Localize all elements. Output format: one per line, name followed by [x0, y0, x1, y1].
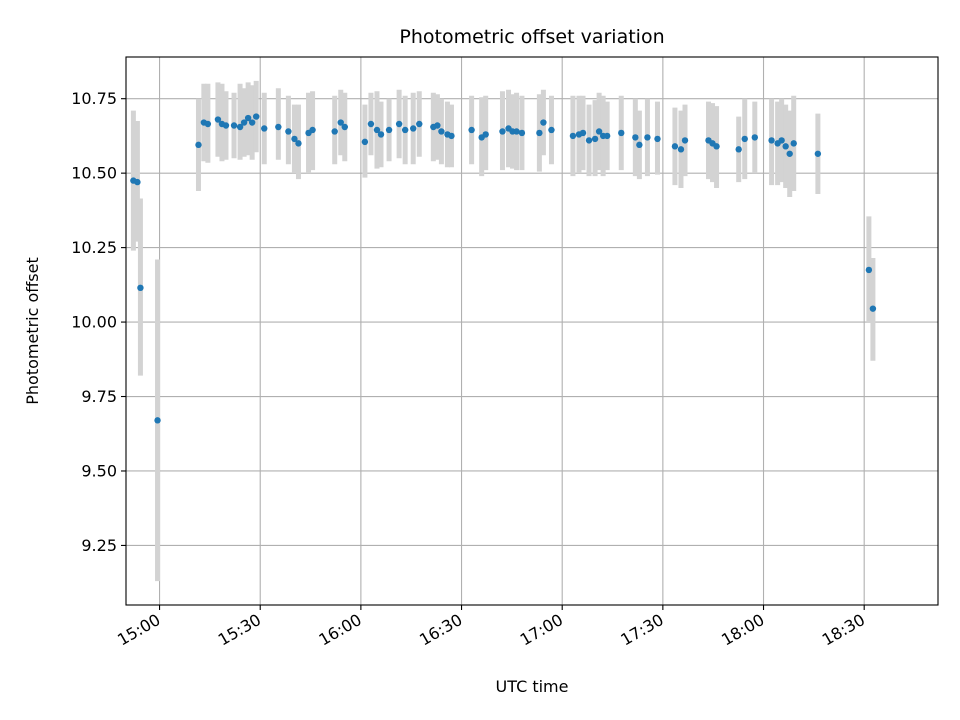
data-point: [395, 120, 403, 128]
data-point: [230, 122, 238, 129]
data-point: [595, 128, 603, 135]
data-point: [275, 123, 282, 131]
chart-title: Photometric offset variation: [399, 26, 664, 48]
data-point: [214, 116, 222, 123]
data-point: [448, 132, 455, 140]
data-point: [681, 137, 689, 144]
x-axis-label: UTC time: [496, 677, 569, 696]
data-point: [195, 141, 202, 149]
y-tick-label: 9.75: [81, 387, 117, 406]
data-point: [713, 143, 720, 150]
data-point: [671, 143, 679, 150]
data-point: [438, 128, 445, 135]
data-point: [735, 146, 742, 153]
data-point: [869, 305, 877, 312]
data-point: [569, 132, 577, 140]
data-point: [814, 150, 822, 157]
data-point: [591, 135, 599, 143]
data-point: [285, 128, 292, 135]
data-point: [134, 178, 141, 186]
y-tick-label: 10.75: [71, 89, 117, 108]
data-point: [751, 134, 758, 141]
y-tick-label: 10.50: [71, 164, 117, 183]
data-point: [677, 146, 685, 153]
plot-frame: [125, 56, 939, 606]
data-point: [222, 122, 230, 129]
data-point: [468, 126, 475, 134]
data-point: [373, 126, 381, 134]
data-point: [585, 137, 593, 144]
data-point: [240, 119, 248, 126]
data-point: [385, 126, 393, 134]
data-point: [331, 128, 338, 135]
data-point: [790, 140, 797, 147]
data-point: [865, 266, 873, 274]
data-point: [741, 135, 748, 143]
data-point: [337, 119, 344, 126]
data-point: [204, 120, 212, 128]
data-point: [632, 134, 639, 141]
data-point: [636, 141, 643, 149]
data-point: [261, 125, 268, 132]
data-point: [482, 131, 489, 138]
data-point: [540, 119, 547, 126]
data-point: [410, 125, 417, 132]
data-point: [434, 122, 441, 129]
data-point: [401, 126, 409, 134]
data-points: [130, 113, 877, 424]
data-point: [579, 129, 587, 137]
data-point: [548, 126, 555, 134]
data-point: [137, 284, 144, 292]
y-tick-label: 10.00: [71, 313, 117, 332]
data-point: [236, 123, 244, 131]
data-point: [244, 114, 252, 122]
data-point: [513, 128, 520, 135]
data-point: [416, 120, 423, 128]
data-point: [499, 128, 506, 135]
data-point: [367, 120, 375, 128]
data-point: [768, 137, 775, 144]
data-point: [295, 140, 302, 147]
y-axis: 9.25 9.50 9.75 10.00 10.25 10.50 10.75: [71, 89, 126, 555]
data-point: [341, 123, 348, 131]
data-point: [361, 138, 369, 146]
data-point: [644, 134, 651, 141]
y-axis-label: Photometric offset: [23, 257, 42, 405]
y-tick-label: 10.25: [71, 238, 117, 257]
data-point: [603, 132, 611, 140]
data-point: [654, 135, 661, 143]
data-point: [377, 131, 385, 138]
data-point: [248, 119, 256, 126]
data-point: [291, 135, 298, 143]
y-tick-label: 9.50: [81, 461, 117, 480]
data-point: [154, 417, 161, 424]
data-point: [778, 137, 785, 144]
data-point: [782, 143, 789, 150]
data-point: [618, 129, 625, 137]
grid: [126, 57, 938, 605]
data-point: [786, 150, 793, 157]
data-point: [518, 129, 526, 137]
data-point: [309, 126, 316, 134]
data-point: [252, 113, 260, 120]
y-tick-label: 9.25: [81, 536, 117, 555]
data-point: [536, 129, 543, 137]
